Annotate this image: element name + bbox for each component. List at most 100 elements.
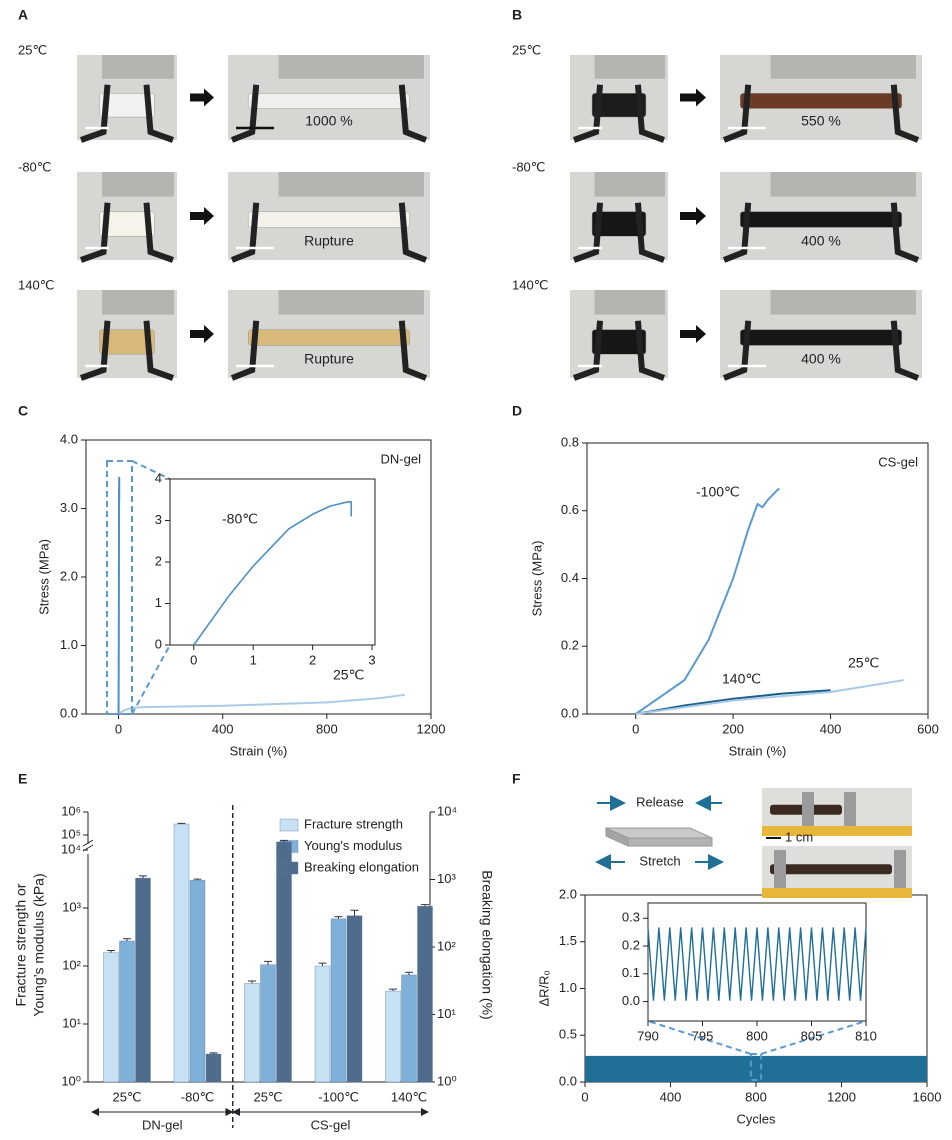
tweezers [143, 202, 175, 263]
zoom-box [749, 1052, 763, 1081]
clip [802, 792, 814, 826]
ruler [102, 290, 174, 315]
y-tick-label: 10⁴ [61, 841, 81, 856]
error-bar [107, 950, 115, 953]
y-tick-label: 1.0 [559, 980, 577, 995]
plot-frame [169, 478, 376, 646]
tweezers [572, 320, 604, 381]
gel [247, 211, 411, 228]
error-bar [421, 904, 429, 907]
series-line [635, 679, 904, 715]
x-tick-label: 140℃ [391, 1089, 427, 1104]
gel [591, 211, 647, 237]
legend-label: Young's modulus [304, 838, 403, 853]
error-bar [264, 960, 272, 965]
gel [591, 93, 647, 118]
bar [314, 965, 331, 1083]
panel-label: F [512, 771, 521, 787]
y-tick-label: 0.0 [559, 1073, 577, 1088]
series-line [118, 693, 406, 715]
tweezers [572, 84, 604, 143]
y2-tick-label: 10⁴ [437, 803, 457, 818]
y-tick-label: 0.4 [561, 570, 579, 585]
bar [417, 906, 433, 1083]
series-label: 25℃ [333, 667, 364, 683]
axis-break [82, 839, 94, 847]
gel [247, 93, 411, 109]
temperature-label: 25℃ [512, 42, 541, 57]
y-tick-label: 10⁰ [61, 1073, 81, 1088]
x-tick-label: 1 [250, 652, 257, 667]
bar [385, 990, 401, 1083]
clip [894, 850, 906, 888]
zoom-line [131, 460, 171, 480]
x-tick-label: 0 [632, 721, 639, 736]
clip [774, 850, 786, 888]
y-tick-label: 0 [155, 636, 162, 651]
tweezers [79, 202, 111, 263]
gel [739, 211, 903, 228]
gel [247, 329, 411, 346]
y-axis-label: Fracture strength or [13, 883, 29, 1006]
tweezers [722, 84, 752, 143]
ruler [770, 172, 916, 197]
bar [346, 915, 363, 1083]
x-tick-label: 800 [746, 1028, 768, 1043]
y-tick-label: 0.0 [60, 705, 78, 720]
series-label: 140℃ [722, 671, 761, 687]
legend-swatch [279, 861, 299, 875]
y-axis-label: ΔR/Rₒ [536, 970, 551, 1006]
y2-tick-label: 10² [437, 938, 456, 953]
bar [205, 1053, 222, 1083]
y-tick-label: 10² [62, 957, 81, 972]
x-tick-label: -100℃ [318, 1089, 359, 1104]
clip [844, 792, 856, 826]
arrow [190, 207, 214, 225]
photo-base [762, 888, 912, 898]
y-tick-label: 4 [155, 470, 162, 485]
result-label: 1000 % [305, 113, 352, 129]
x-tick-label: 810 [855, 1028, 877, 1043]
x-tick-label: 795 [692, 1028, 714, 1043]
y-tick-label: 2 [155, 553, 162, 568]
chart-annotation: CS-gel [878, 454, 918, 469]
x-tick-label: 805 [801, 1028, 823, 1043]
sample [770, 864, 892, 875]
tweezers [634, 84, 666, 143]
y-tick-label: 10³ [62, 899, 81, 914]
zoom-line [131, 644, 171, 715]
temperature-label: -80℃ [512, 159, 545, 174]
y-tick-label: 0.2 [561, 638, 579, 653]
y-tick-label: 0.8 [561, 434, 579, 449]
tweezers [79, 320, 111, 381]
scale-label: 1 cm [785, 829, 813, 844]
ruler [102, 55, 174, 79]
tweezers [572, 202, 604, 263]
tweezers [398, 202, 428, 263]
temperature-label: -80℃ [18, 159, 51, 174]
temperature-label: 140℃ [512, 277, 548, 292]
panel-label: D [512, 403, 522, 419]
x-tick-label: 1200 [417, 721, 446, 736]
arrow [680, 325, 706, 343]
bar [103, 952, 119, 1083]
series-line [193, 501, 353, 646]
series-line [635, 689, 831, 715]
tweezers [634, 320, 666, 381]
tweezers [230, 84, 260, 143]
bar [173, 823, 190, 1083]
bar [330, 918, 347, 1083]
tweezers [143, 320, 175, 381]
photo-base [762, 826, 912, 836]
y-tick-label: 0.1 [622, 965, 640, 980]
error-bar [139, 875, 147, 879]
ruler [594, 172, 666, 197]
y-tick-label: 4.0 [60, 431, 78, 446]
x-tick-label: 2 [309, 652, 316, 667]
error-bar [280, 839, 288, 842]
tweezers [79, 84, 111, 143]
gel [99, 211, 155, 237]
tweezers [890, 320, 920, 381]
x-tick-label: 400 [660, 1089, 682, 1104]
bar [276, 841, 292, 1083]
